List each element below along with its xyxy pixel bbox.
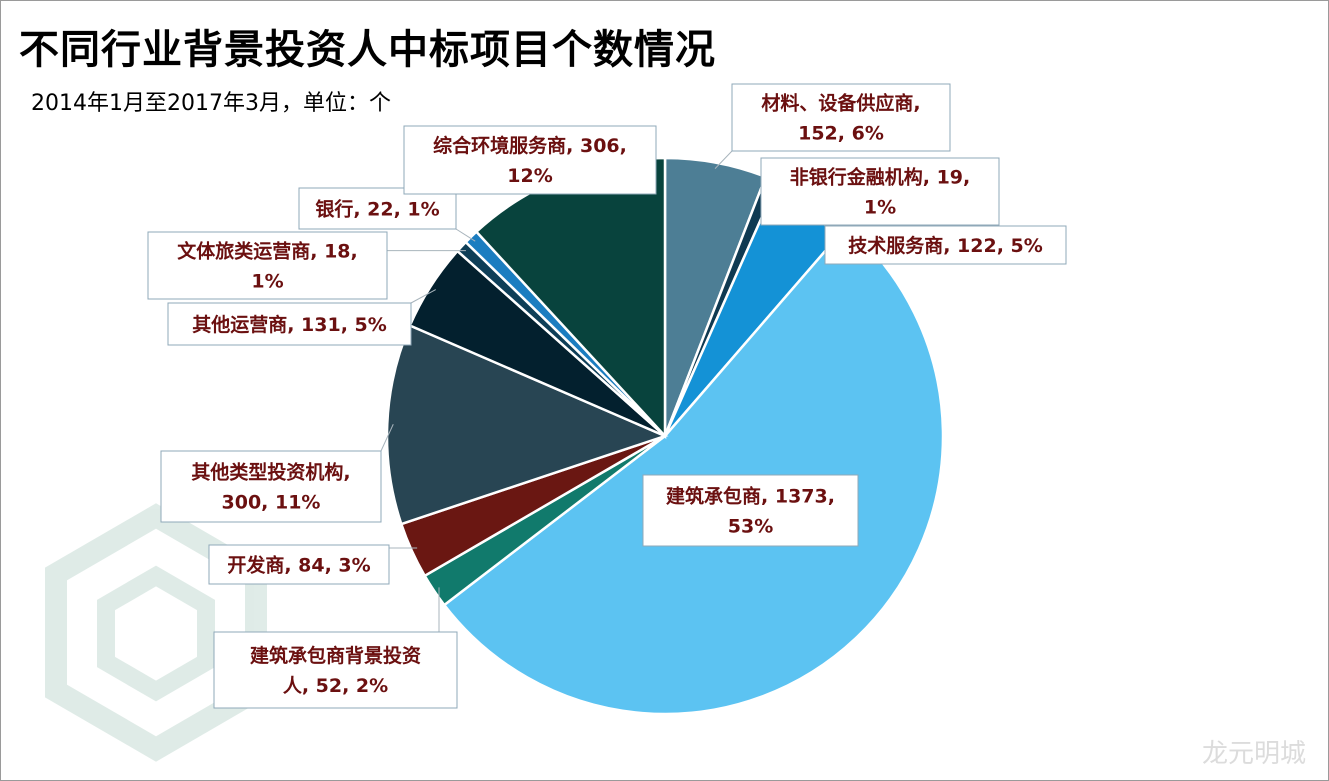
data-label-box [208, 544, 390, 585]
data-label-text: 文体旅类运营商, 18, [177, 240, 358, 263]
data-label-text: 1% [251, 271, 283, 293]
leader-line [714, 150, 733, 169]
data-label-slice-6: 开发商, 84, 3% [208, 544, 390, 585]
data-label-slice-2: 非银行金融机构, 19, 1% [760, 157, 1000, 226]
data-label-slice-3: 技术服务商, 122, 5% [824, 225, 1067, 265]
data-label-box [642, 474, 859, 547]
data-label-text: 建筑承包商背景投资 [250, 644, 421, 667]
data-label-text: 其他运营商, 131, 5% [192, 313, 387, 336]
data-label-slice-8: 其他运营商, 131, 5% [167, 302, 412, 346]
chart-title: 不同行业背景投资人中标项目个数情况 [19, 27, 716, 73]
pie-slice-4 [442, 224, 945, 716]
data-label-text: 其他类型投资机构, [191, 461, 350, 484]
data-label-text: 12% [507, 165, 552, 187]
data-label-box [298, 187, 457, 230]
data-label-box [824, 225, 1067, 265]
watermark-text: 龙元明城 [1201, 739, 1306, 769]
data-label-box [160, 450, 382, 523]
data-label-text: 银行, 22, 1% [315, 198, 439, 221]
data-label-text: 300, 11% [222, 492, 321, 514]
leader-line [455, 228, 476, 242]
data-label-box [403, 125, 657, 195]
data-label-slice-10: 银行, 22, 1% [298, 187, 457, 230]
data-label-slice-4: 建筑承包商, 1373, 53% [642, 474, 859, 547]
leader-line [380, 424, 394, 452]
data-label-text: 非银行金融机构, 19, [790, 166, 971, 189]
data-label-slice-1: 材料、设备供应商, 152, 6% [731, 83, 951, 152]
data-label-text: 1% [864, 197, 896, 219]
data-label-text: 技术服务商, 122, 5% [848, 234, 1043, 257]
data-label-box [760, 157, 1000, 226]
data-label-slice-7: 其他类型投资机构, 300, 11% [160, 450, 382, 523]
data-label-box [147, 231, 388, 300]
chart-subtitle: 2014年1月至2017年3月，单位：个 [31, 91, 391, 116]
data-label-box [167, 302, 412, 346]
data-label-slice-11: 综合环境服务商, 306, 12% [403, 125, 657, 195]
data-label-text: 开发商, 84, 3% [227, 554, 370, 577]
data-label-text: 综合环境服务商, 306, [433, 134, 627, 157]
data-label-text: 建筑承包商, 1373, [666, 485, 835, 508]
data-label-text: 人, 52, 2% [283, 675, 388, 697]
data-label-text: 152, 6% [798, 123, 884, 145]
data-label-box [731, 83, 951, 152]
data-label-text: 材料、设备供应商, [761, 92, 920, 115]
data-label-box [213, 631, 458, 709]
leader-line [410, 289, 436, 304]
data-label-text: 53% [728, 516, 773, 538]
data-label-slice-9: 文体旅类运营商, 18, 1% [147, 231, 388, 300]
